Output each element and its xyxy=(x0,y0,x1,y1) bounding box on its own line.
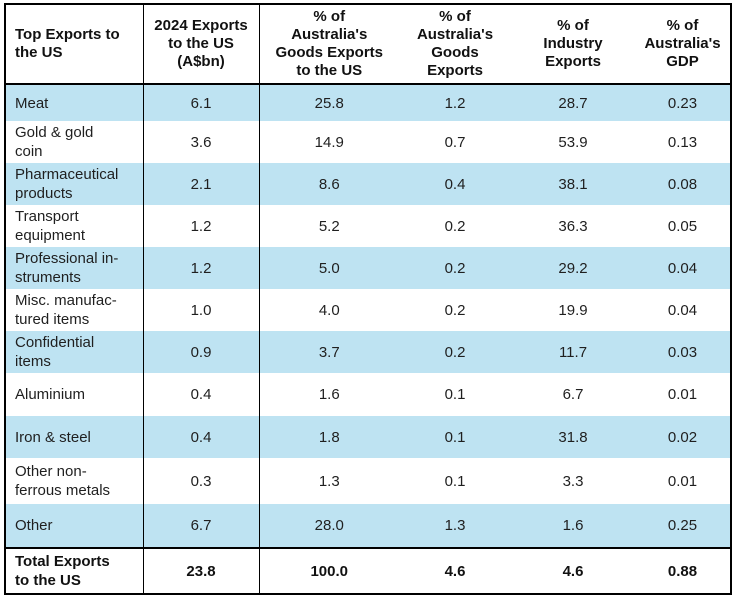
row-label: Gold & gold coin xyxy=(5,121,144,163)
column-header-2024-exports: 2024 Exports to the US (A$bn) xyxy=(143,4,260,85)
cell-value: 0.9 xyxy=(143,331,260,373)
cell-value: 1.3 xyxy=(444,517,466,534)
row-label: Other xyxy=(5,504,144,548)
row-label: Other non- ferrous metals xyxy=(5,458,144,504)
cell-value: 3.3 xyxy=(562,472,584,490)
table-row-aluminium: Aluminium 0.4 1.6 0.1 6.7 0.01 xyxy=(5,373,731,416)
table-row-gold: Gold & gold coin 3.6 14.9 0.7 53.9 0.13 xyxy=(5,121,731,163)
total-cell-value: 4.6 xyxy=(562,562,584,580)
column-header-pct-industry-exports: % of Industry Exports xyxy=(511,4,635,85)
cell-value: 0.4 xyxy=(143,373,260,416)
cell-value: 0.1 xyxy=(444,386,466,403)
cell-value: 31.8 xyxy=(558,428,588,446)
row-label: Iron & steel xyxy=(5,416,144,458)
column-header-top-exports: Top Exports to the US xyxy=(5,4,144,85)
total-row-label: Total Exports to the US xyxy=(5,548,144,594)
cell-value: 19.9 xyxy=(558,301,588,319)
cell-value: 38.1 xyxy=(558,175,588,193)
cell-value: 0.2 xyxy=(444,259,466,277)
cell-value: 3.7 xyxy=(318,343,340,361)
table-row-confidential: Confidential items 0.9 3.7 0.2 11.7 0.03 xyxy=(5,331,731,373)
cell-value: 29.2 xyxy=(558,259,588,277)
cell-value: 0.03 xyxy=(667,343,698,361)
cell-value: 0.3 xyxy=(143,458,260,504)
header-row: Top Exports to the US 2024 Exports to th… xyxy=(5,4,731,85)
cell-value: 0.02 xyxy=(667,428,698,446)
cell-value: 36.3 xyxy=(558,217,588,235)
table-row-pharmaceutical: Pharmaceutical products 2.1 8.6 0.4 38.1… xyxy=(5,163,731,205)
cell-value: 0.7 xyxy=(444,133,466,151)
cell-value: 14.9 xyxy=(314,133,344,151)
cell-value: 0.08 xyxy=(667,175,698,193)
cell-value: 0.05 xyxy=(667,217,698,235)
cell-value: 6.7 xyxy=(143,504,260,548)
cell-value: 0.01 xyxy=(667,472,698,490)
cell-value: 0.1 xyxy=(444,472,466,490)
cell-value: 0.13 xyxy=(667,133,698,151)
cell-value: 0.4 xyxy=(143,416,260,458)
exports-table: Top Exports to the US 2024 Exports to th… xyxy=(4,3,732,595)
cell-value: 1.8 xyxy=(318,428,340,446)
cell-value: 0.2 xyxy=(444,217,466,235)
total-cell-value: 4.6 xyxy=(444,562,466,580)
table-row-professional-instruments: Professional in- struments 1.2 5.0 0.2 2… xyxy=(5,247,731,289)
cell-value: 6.1 xyxy=(143,84,260,121)
cell-value: 1.2 xyxy=(444,94,466,112)
cell-value: 0.1 xyxy=(444,428,466,446)
cell-value: 8.6 xyxy=(318,175,340,193)
exports-table-container: Top Exports to the US 2024 Exports to th… xyxy=(4,3,732,595)
cell-value: 0.25 xyxy=(667,517,698,534)
row-label: Professional in- struments xyxy=(5,247,144,289)
cell-value: 2.1 xyxy=(143,163,260,205)
cell-value: 5.2 xyxy=(318,217,340,235)
table-row-misc-manufactured: Misc. manufac- tured items 1.0 4.0 0.2 1… xyxy=(5,289,731,331)
cell-value: 0.2 xyxy=(444,343,466,361)
cell-value: 25.8 xyxy=(314,94,344,112)
cell-value: 1.6 xyxy=(562,517,584,534)
cell-value: 4.0 xyxy=(318,301,340,319)
cell-value: 0.4 xyxy=(444,175,466,193)
row-label: Meat xyxy=(5,84,144,121)
total-cell-value: 100.0 xyxy=(310,562,349,580)
cell-value: 28.7 xyxy=(558,94,588,112)
cell-value: 6.7 xyxy=(562,386,584,403)
cell-value: 5.0 xyxy=(318,259,340,277)
cell-value: 0.01 xyxy=(667,386,698,403)
cell-value: 1.6 xyxy=(318,386,340,403)
cell-value: 0.04 xyxy=(667,259,698,277)
table-row-other: Other 6.7 28.0 1.3 1.6 0.25 xyxy=(5,504,731,548)
column-header-pct-gdp: % of Australia's GDP xyxy=(635,4,731,85)
cell-value: 11.7 xyxy=(558,343,588,361)
cell-value: 1.3 xyxy=(318,472,340,490)
cell-value: 1.0 xyxy=(143,289,260,331)
row-label: Misc. manufac- tured items xyxy=(5,289,144,331)
table-row-meat: Meat 6.1 25.8 1.2 28.7 0.23 xyxy=(5,84,731,121)
cell-value: 1.2 xyxy=(143,247,260,289)
cell-value: 28.0 xyxy=(314,517,344,534)
total-cell-value: 0.88 xyxy=(667,562,698,580)
cell-value: 1.2 xyxy=(143,205,260,247)
column-header-pct-goods-exports: % of Australia's Goods Exports xyxy=(399,4,511,85)
row-label: Transport equipment xyxy=(5,205,144,247)
table-row-iron-steel: Iron & steel 0.4 1.8 0.1 31.8 0.02 xyxy=(5,416,731,458)
cell-value: 3.6 xyxy=(143,121,260,163)
row-label: Pharmaceutical products xyxy=(5,163,144,205)
row-label: Confidential items xyxy=(5,331,144,373)
table-row-other-nonferrous: Other non- ferrous metals 0.3 1.3 0.1 3.… xyxy=(5,458,731,504)
cell-value: 53.9 xyxy=(558,133,588,151)
total-row: Total Exports to the US 23.8 100.0 4.6 4… xyxy=(5,548,731,594)
cell-value: 0.23 xyxy=(667,94,698,112)
cell-value: 0.2 xyxy=(444,301,466,319)
cell-value: 0.04 xyxy=(667,301,698,319)
total-cell-value: 23.8 xyxy=(143,548,260,594)
column-header-pct-goods-exports-to-us: % of Australia's Goods Exports to the US xyxy=(259,4,399,85)
row-label: Aluminium xyxy=(5,373,144,416)
table-row-transport: Transport equipment 1.2 5.2 0.2 36.3 0.0… xyxy=(5,205,731,247)
